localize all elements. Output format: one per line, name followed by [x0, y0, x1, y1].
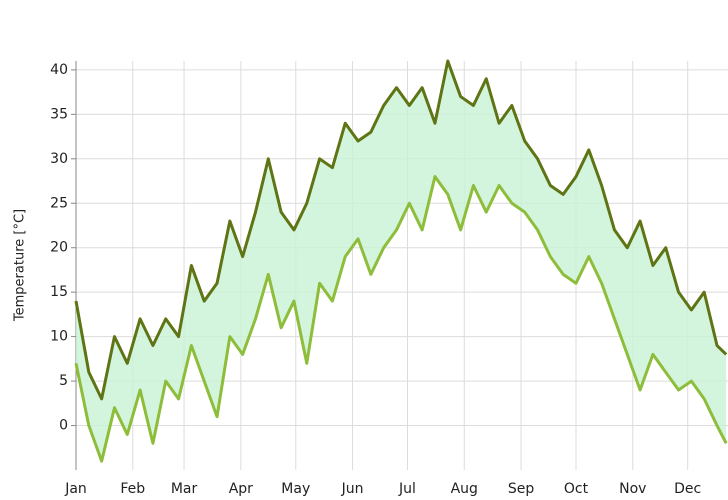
x-tick-label: Feb [120, 481, 145, 497]
x-tick-label: Nov [619, 481, 646, 497]
x-tick-label: Dec [674, 481, 701, 497]
x-tick-label: Aug [451, 481, 478, 497]
y-axis-label: Temperature [°C] [13, 209, 28, 322]
y-tick-label: 20 [50, 240, 68, 256]
y-tick-label: 5 [59, 373, 68, 389]
x-tick-label: Jul [398, 481, 416, 497]
x-tick-label: Jan [64, 481, 87, 497]
y-tick-label: 30 [50, 151, 68, 167]
y-tick-label: 35 [50, 106, 68, 122]
x-tick-label: Jun [341, 481, 364, 497]
range-band [76, 61, 726, 461]
y-tick-label: 25 [50, 195, 68, 211]
x-tick-label: May [281, 481, 310, 497]
x-tick-label: Oct [564, 481, 589, 497]
page: Temperature [°C] 0 5 10 15 20 25 30 35 40 Jan Feb M… [0, 0, 728, 500]
x-tick-label: Mar [171, 481, 198, 497]
chart: Temperature [°C] 0 5 10 15 20 25 30 35 40 Jan Feb M… [0, 0, 728, 500]
y-tick-label: 40 [50, 62, 68, 78]
x-tick-label: Sep [508, 481, 535, 497]
y-tick-label: 10 [50, 329, 68, 345]
y-tick-label: 15 [50, 284, 68, 300]
x-tick-label: Apr [229, 481, 253, 497]
y-tick-label: 0 [59, 418, 68, 434]
